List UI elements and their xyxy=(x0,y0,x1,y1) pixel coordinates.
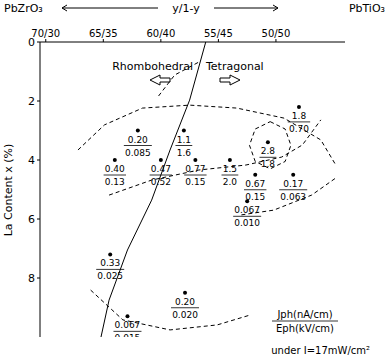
svg-text:Jph(nA/cm): Jph(nA/cm) xyxy=(276,309,332,320)
svg-text:0.17: 0.17 xyxy=(283,179,303,189)
svg-text:1.6: 1.6 xyxy=(177,148,192,158)
svg-text:0.010: 0.010 xyxy=(234,218,260,228)
svg-text:La Content x (%): La Content x (%) xyxy=(8,144,15,237)
svg-text:0.33: 0.33 xyxy=(100,258,120,268)
svg-text:PbTiO₃: PbTiO₃ xyxy=(349,2,381,15)
svg-text:0.020: 0.020 xyxy=(172,310,198,320)
svg-text:0.20: 0.20 xyxy=(175,297,195,307)
svg-text:0.47: 0.47 xyxy=(151,164,171,174)
svg-text:0.67: 0.67 xyxy=(245,179,265,189)
svg-text:8: 8 xyxy=(28,272,35,285)
svg-text:1.5: 1.5 xyxy=(223,164,237,174)
svg-text:4: 4 xyxy=(28,154,35,167)
svg-text:1.8: 1.8 xyxy=(261,159,276,169)
svg-text:0.085: 0.085 xyxy=(125,148,151,158)
svg-text:Tetragonal: Tetragonal xyxy=(205,60,264,73)
svg-text:0.20: 0.20 xyxy=(128,135,148,145)
svg-text:1.8: 1.8 xyxy=(292,111,307,121)
svg-text:0.067: 0.067 xyxy=(115,320,141,330)
svg-text:2: 2 xyxy=(28,95,35,108)
svg-text:Rhombohedral: Rhombohedral xyxy=(112,60,193,73)
svg-text:1.1: 1.1 xyxy=(177,135,191,145)
svg-text:0.15: 0.15 xyxy=(185,177,205,187)
svg-text:0.77: 0.77 xyxy=(185,164,205,174)
svg-text:2.8: 2.8 xyxy=(261,146,276,156)
svg-text:0.025: 0.025 xyxy=(97,271,123,281)
svg-text:Eph(kV/cm): Eph(kV/cm) xyxy=(276,323,334,334)
svg-text:0.13: 0.13 xyxy=(105,177,125,187)
svg-text:65/35: 65/35 xyxy=(89,28,118,39)
svg-text:0.015: 0.015 xyxy=(115,333,141,337)
svg-text:0.40: 0.40 xyxy=(105,164,125,174)
svg-text:0.067: 0.067 xyxy=(234,205,260,215)
svg-text:under I=17mW/cm²: under I=17mW/cm² xyxy=(271,345,370,356)
svg-text:PbZrO₃: PbZrO₃ xyxy=(8,2,43,15)
svg-text:0: 0 xyxy=(28,36,35,49)
svg-text:0.15: 0.15 xyxy=(245,191,266,202)
svg-text:60/40: 60/40 xyxy=(146,28,175,39)
svg-text:0.063: 0.063 xyxy=(280,192,306,202)
svg-text:0.70: 0.70 xyxy=(289,124,309,134)
svg-text:70/30: 70/30 xyxy=(31,28,60,39)
svg-text:6: 6 xyxy=(28,213,35,226)
svg-text:55/45: 55/45 xyxy=(204,28,233,39)
svg-text:2.0: 2.0 xyxy=(223,177,238,187)
svg-text:0.52: 0.52 xyxy=(151,177,171,187)
svg-text:50/50: 50/50 xyxy=(262,28,291,39)
svg-text:y/1-y: y/1-y xyxy=(172,2,200,15)
